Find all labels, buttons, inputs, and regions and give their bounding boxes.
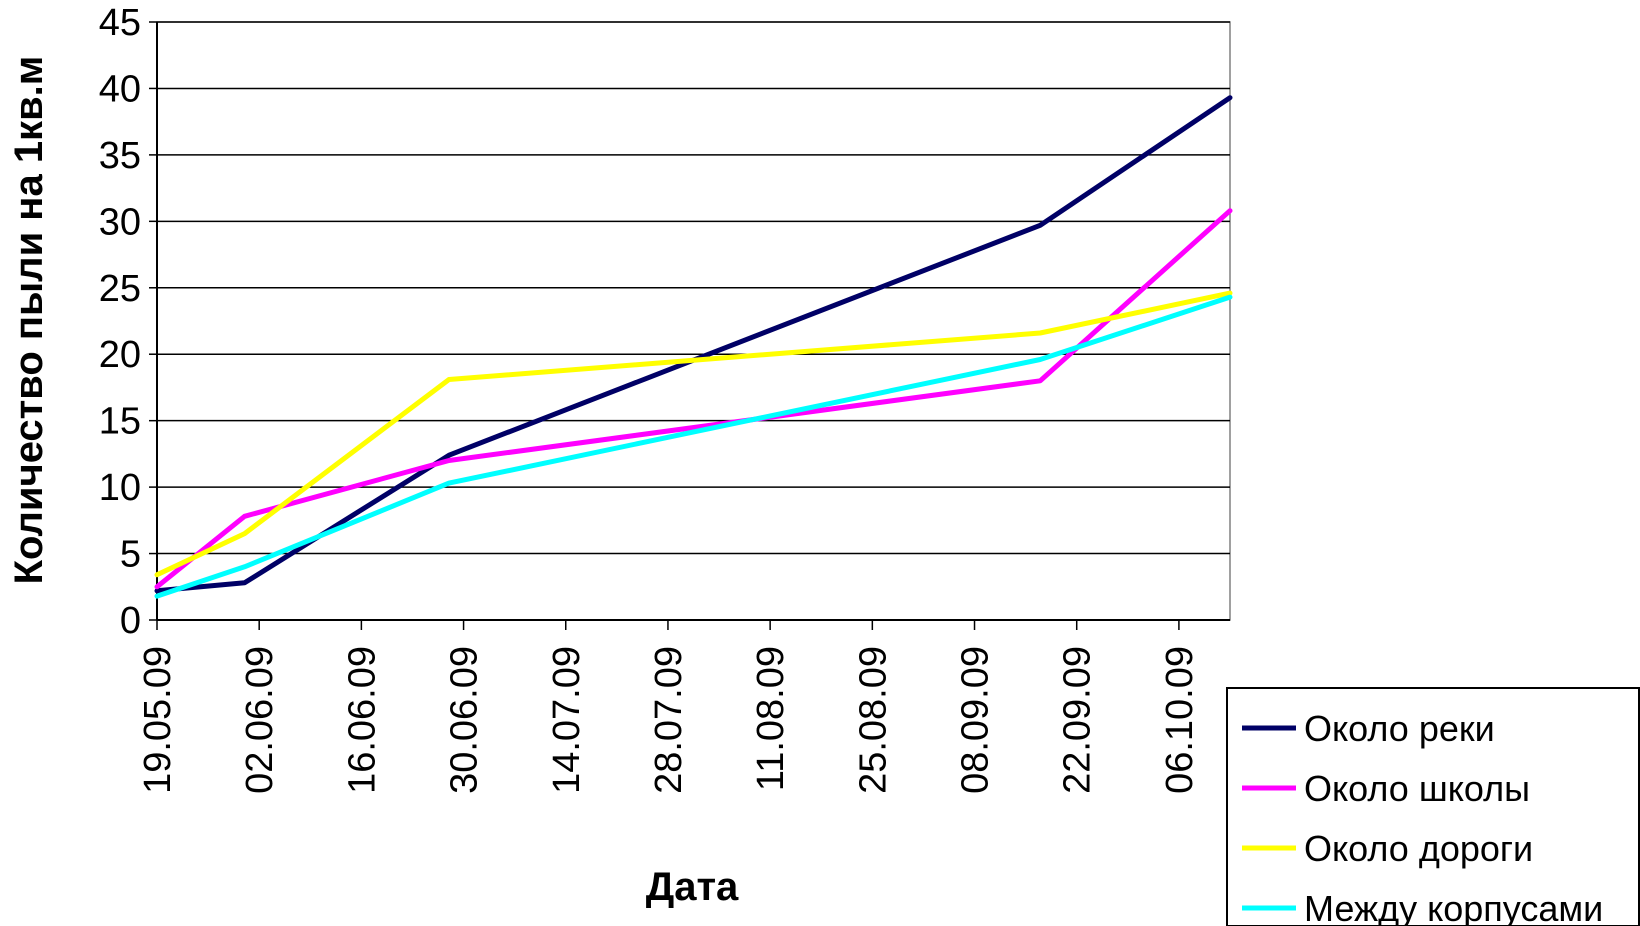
y-axis-ticks: 0 5 10 15 20 25 30 35 40 45 <box>99 2 157 642</box>
legend: Около реки Около школы Около дороги Между к… <box>1226 687 1640 926</box>
legend-label: Около школы <box>1304 768 1530 809</box>
x-tick-label: 11.08.09 <box>750 646 792 791</box>
y-tick-label: 5 <box>120 534 141 576</box>
y-tick-label: 10 <box>99 467 141 509</box>
y-tick-label: 30 <box>99 201 141 243</box>
series-line <box>154 208 1233 590</box>
series-line <box>154 95 1233 594</box>
x-tick-label: 08.09.09 <box>955 646 997 794</box>
y-tick-label: 15 <box>99 401 141 443</box>
x-tick-label: 28.07.09 <box>648 646 690 794</box>
series-lines <box>154 95 1233 599</box>
y-tick-label: 45 <box>99 2 141 44</box>
gridlines <box>156 21 1230 621</box>
y-tick-label: 40 <box>99 68 141 110</box>
y-axis-title: Количество пыли на 1кв.м <box>7 56 51 585</box>
y-tick-label: 0 <box>120 600 141 642</box>
x-axis-title: Дата <box>646 865 739 909</box>
legend-label: Около дороги <box>1304 828 1533 869</box>
x-tick-label: 16.06.09 <box>341 646 383 794</box>
y-tick-label: 20 <box>99 334 141 376</box>
y-tick-label: 35 <box>99 135 141 177</box>
x-tick-label: 30.06.09 <box>444 646 486 794</box>
x-tick-label: 06.10.09 <box>1159 646 1201 794</box>
plot-frame <box>156 21 1231 621</box>
x-axis-ticks: 19.05.09 02.06.09 16.06.09 30.06.09 14.07.09… <box>137 620 1201 794</box>
x-tick-label: 14.07.09 <box>546 646 588 794</box>
legend-label: Между корпусами <box>1304 888 1603 926</box>
x-tick-label: 22.09.09 <box>1057 646 1099 794</box>
x-tick-label: 02.06.09 <box>239 646 281 794</box>
x-tick-label: 19.05.09 <box>137 646 179 794</box>
y-tick-label: 25 <box>99 268 141 310</box>
x-tick-label: 25.08.09 <box>852 646 894 794</box>
series-line <box>154 294 1233 599</box>
legend-label: Около реки <box>1304 708 1495 749</box>
series-line <box>154 290 1233 578</box>
plot-area <box>156 21 1231 621</box>
